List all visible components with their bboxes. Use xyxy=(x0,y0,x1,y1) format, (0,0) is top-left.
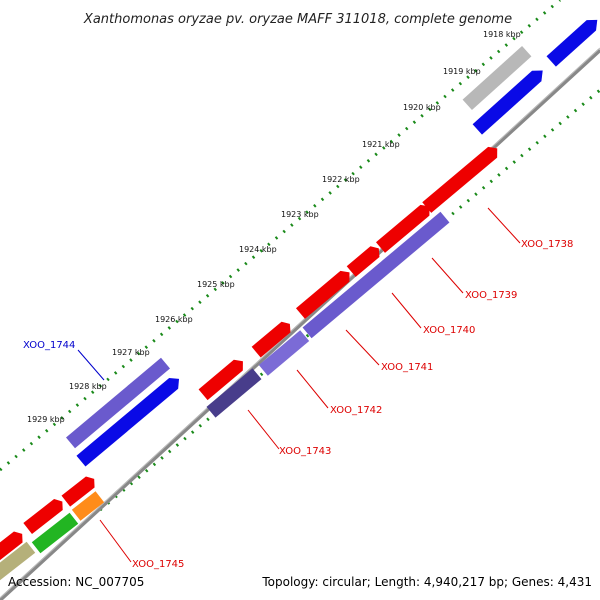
gene-feature[interactable] xyxy=(251,318,295,358)
gene-features xyxy=(0,15,600,583)
gene-feature[interactable] xyxy=(346,243,384,277)
gene-label[interactable]: XOO_1740 xyxy=(423,325,475,336)
tick-label: 1918 kbp xyxy=(483,30,521,39)
gene-feature[interactable] xyxy=(375,201,434,253)
gene-label[interactable]: XOO_1744 xyxy=(23,340,75,351)
tick-label: 1929 kbp xyxy=(27,415,65,424)
tick-label: 1924 kbp xyxy=(239,245,277,254)
tick-label: 1920 kbp xyxy=(403,103,441,112)
gene-label[interactable]: XOO_1743 xyxy=(279,446,331,457)
tick-label: 1926 kbp xyxy=(155,315,193,324)
tick-label: 1921 kbp xyxy=(362,140,400,149)
gene-feature[interactable] xyxy=(66,357,170,449)
gene-label[interactable]: XOO_1741 xyxy=(381,362,433,373)
gene-label[interactable]: XOO_1742 xyxy=(330,405,382,416)
tick-label: 1922 kbp xyxy=(322,175,360,184)
map-title: Xanthomonas oryzae pv. oryzae MAFF 31101… xyxy=(83,12,512,27)
tick-label: 1927 kbp xyxy=(112,348,150,357)
tick-label: 1928 kbp xyxy=(69,382,107,391)
gene-feature[interactable] xyxy=(31,512,79,554)
accession-text: Accession: NC_007705 xyxy=(8,575,144,589)
gene-feature[interactable] xyxy=(0,528,26,562)
gene-feature[interactable] xyxy=(61,473,99,507)
scale-ticks: 1918 kbp 1919 kbp 1920 kbp 1921 kbp 1922… xyxy=(27,30,521,424)
gene-label[interactable]: XOO_1745 xyxy=(132,559,184,570)
gene-label[interactable]: XOO_1739 xyxy=(465,290,517,301)
gene-feature[interactable] xyxy=(23,496,66,535)
gene-feature[interactable] xyxy=(302,211,450,339)
gene-feature[interactable] xyxy=(422,143,501,213)
topology-summary: Topology: circular; Length: 4,940,217 bp… xyxy=(261,575,592,589)
tick-label: 1925 kbp xyxy=(197,280,235,289)
tick-label: 1923 kbp xyxy=(281,210,319,219)
gene-feature[interactable] xyxy=(462,46,532,110)
gene-feature[interactable] xyxy=(71,491,105,521)
chromosome-backbone xyxy=(0,48,600,600)
tick-label: 1919 kbp xyxy=(443,67,481,76)
gene-feature[interactable] xyxy=(472,65,548,135)
gene-feature[interactable] xyxy=(198,356,248,401)
label-leader-blue xyxy=(77,349,105,381)
gene-feature[interactable] xyxy=(206,368,262,418)
gene-feature[interactable] xyxy=(0,541,36,583)
gene-feature[interactable] xyxy=(76,373,183,467)
gene-label[interactable]: XOO_1738 xyxy=(521,239,573,250)
label-leaders xyxy=(99,207,521,563)
gene-feature[interactable] xyxy=(546,15,600,67)
gene-feature[interactable] xyxy=(258,330,310,376)
outer-scale-line xyxy=(0,0,561,472)
gene-feature[interactable] xyxy=(295,267,354,319)
